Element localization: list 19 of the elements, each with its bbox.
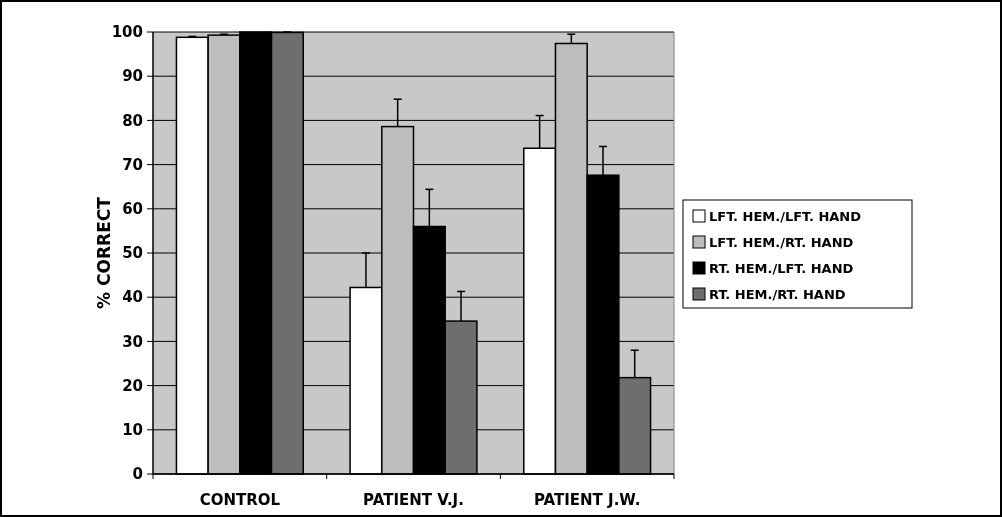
y-tick-label: 20 (122, 376, 143, 395)
legend-label: LFT. HEM./RT. HAND (709, 234, 854, 250)
x-tick-label: PATIENT J.W. (533, 491, 641, 509)
y-tick-label: 70 (122, 155, 143, 174)
y-axis-title: % CORRECT (94, 196, 114, 309)
y-tick-label: 80 (122, 111, 143, 130)
y-tick-label: 50 (122, 244, 143, 263)
y-tick-label: 10 (122, 421, 143, 440)
legend-label: LFT. HEM./LFT. HAND (709, 208, 862, 224)
y-tick-label: 100 (111, 23, 143, 42)
y-tick-label: 60 (122, 200, 143, 219)
legend-label: RT. HEM./RT. HAND (709, 286, 846, 302)
y-tick-label: 30 (122, 332, 143, 351)
y-tick-label: 90 (122, 67, 143, 86)
x-tick-label: PATIENT V.J. (363, 491, 464, 509)
y-tick-label: 40 (122, 288, 143, 307)
y-tick-label: 0 (132, 465, 143, 484)
x-tick-label: CONTROL (199, 491, 281, 509)
legend-label: RT. HEM./LFT. HAND (709, 260, 854, 276)
